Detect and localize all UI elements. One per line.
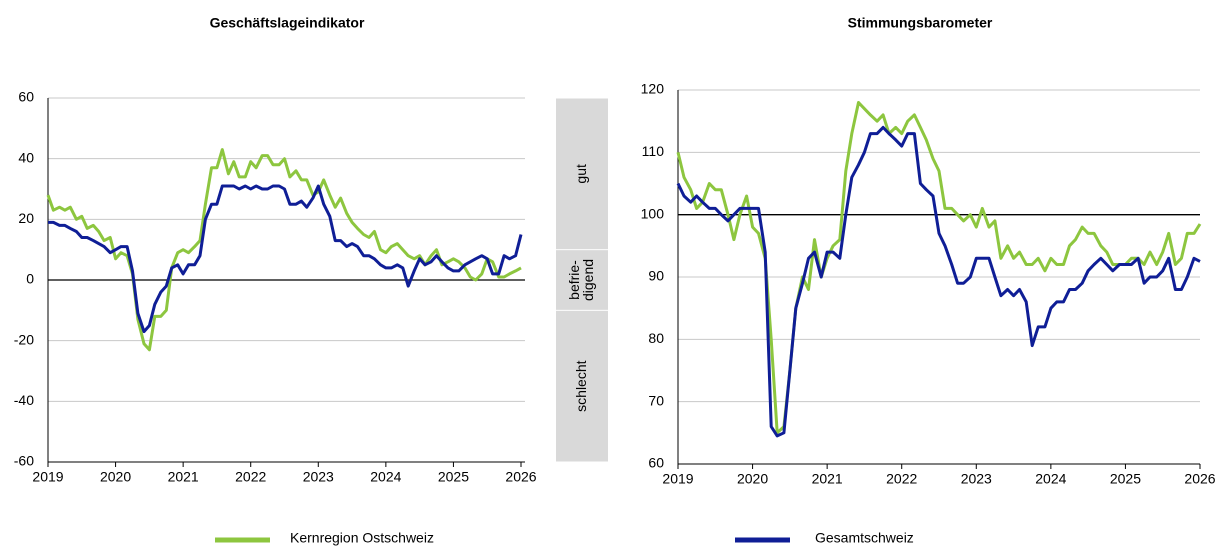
series-line: [48, 184, 523, 334]
y-tick-label: -20: [14, 331, 34, 347]
x-tick-label: 2026: [1184, 471, 1215, 487]
y-tick-label: 90: [648, 268, 664, 284]
y-tick-label: 120: [641, 81, 665, 97]
series-line: [676, 125, 1201, 438]
y-tick-label: 60: [18, 89, 34, 105]
band: [556, 250, 608, 310]
x-tick-label: 2022: [235, 469, 266, 485]
chart-title: Stimmungsbarometer: [848, 15, 993, 31]
x-tick-label: 2024: [1035, 471, 1066, 487]
x-tick-label: 2022: [886, 471, 917, 487]
band-label-line: digend: [580, 259, 596, 301]
x-tick-label: 2025: [438, 469, 469, 485]
y-tick-label: -40: [14, 392, 34, 408]
band-label: gut: [573, 164, 589, 184]
y-tick-label: 100: [641, 205, 665, 221]
band: [556, 310, 608, 462]
x-tick-label: 2024: [370, 469, 401, 485]
x-tick-label: 2023: [303, 469, 334, 485]
y-tick-label: 80: [648, 330, 664, 346]
x-tick-label: 2020: [737, 471, 768, 487]
x-tick-label: 2021: [812, 471, 843, 487]
x-tick-label: 2020: [100, 469, 131, 485]
chart-title: Geschäftslageindikator: [210, 15, 365, 31]
x-tick-label: 2025: [1110, 471, 1141, 487]
y-tick-label: 0: [26, 271, 34, 287]
band-label-line: gut: [573, 164, 589, 184]
band: [556, 98, 608, 250]
legend-label: Gesamtschweiz: [815, 530, 914, 546]
x-tick-label: 2019: [32, 469, 63, 485]
y-tick-label: 60: [648, 455, 664, 471]
x-tick-label: 2023: [961, 471, 992, 487]
band-label-line: schlecht: [573, 360, 589, 411]
series-line: [46, 148, 522, 352]
y-tick-label: 70: [648, 392, 664, 408]
y-tick-label: 20: [18, 210, 34, 226]
x-tick-label: 2026: [505, 469, 536, 485]
band-label: schlecht: [573, 360, 589, 411]
band-label-line: befrie-: [566, 260, 582, 300]
legend-label: Kernregion Ostschweiz: [290, 530, 434, 546]
y-tick-label: 110: [642, 143, 665, 159]
y-tick-label: -60: [14, 453, 34, 469]
x-tick-label: 2021: [168, 469, 199, 485]
band-label: befrie-digend: [566, 259, 596, 301]
y-tick-label: 40: [18, 149, 34, 165]
x-tick-label: 2019: [662, 471, 693, 487]
